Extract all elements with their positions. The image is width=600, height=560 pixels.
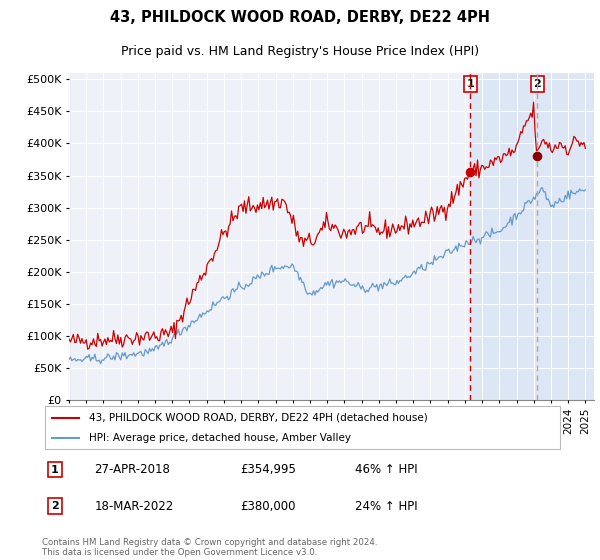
FancyBboxPatch shape bbox=[44, 406, 560, 450]
Text: £354,995: £354,995 bbox=[241, 463, 296, 476]
Text: 2: 2 bbox=[533, 80, 541, 89]
Bar bbox=[470, 73, 600, 400]
Text: 27-APR-2018: 27-APR-2018 bbox=[94, 463, 170, 476]
Text: Contains HM Land Registry data © Crown copyright and database right 2024.
This d: Contains HM Land Registry data © Crown c… bbox=[42, 538, 377, 557]
Text: Price paid vs. HM Land Registry's House Price Index (HPI): Price paid vs. HM Land Registry's House … bbox=[121, 45, 479, 58]
Point bbox=[466, 168, 475, 177]
Text: 43, PHILDOCK WOOD ROAD, DERBY, DE22 4PH (detached house): 43, PHILDOCK WOOD ROAD, DERBY, DE22 4PH … bbox=[89, 413, 428, 423]
Text: 18-MAR-2022: 18-MAR-2022 bbox=[94, 500, 173, 512]
Text: HPI: Average price, detached house, Amber Valley: HPI: Average price, detached house, Ambe… bbox=[89, 433, 351, 443]
Point bbox=[533, 152, 542, 161]
Text: 1: 1 bbox=[467, 80, 474, 89]
Text: 46% ↑ HPI: 46% ↑ HPI bbox=[355, 463, 418, 476]
Text: 24% ↑ HPI: 24% ↑ HPI bbox=[355, 500, 418, 512]
Text: 43, PHILDOCK WOOD ROAD, DERBY, DE22 4PH: 43, PHILDOCK WOOD ROAD, DERBY, DE22 4PH bbox=[110, 11, 490, 26]
Text: 2: 2 bbox=[51, 501, 59, 511]
Text: 1: 1 bbox=[51, 465, 59, 475]
Text: £380,000: £380,000 bbox=[241, 500, 296, 512]
